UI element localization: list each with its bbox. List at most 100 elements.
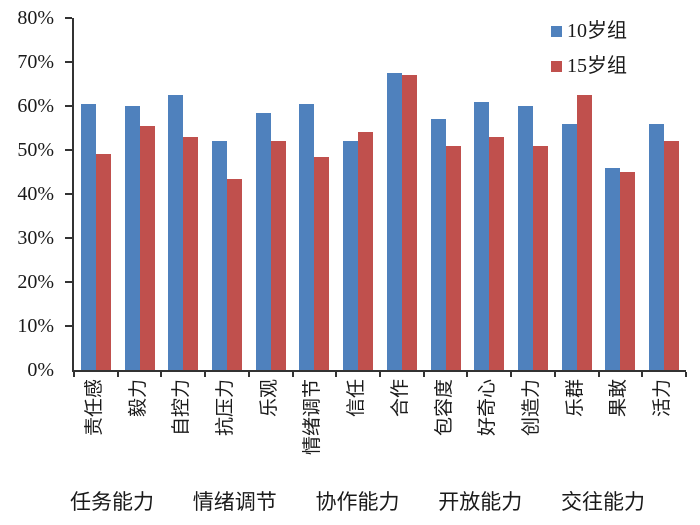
legend-swatch-10yo-icon [551,25,562,37]
category-axis-labels: 责任感 毅力 自控力 抗压力 乐观 情绪调节 信任 合作 包容度 好奇心 创造力 乐群 果敢 活力 [72,374,686,478]
bar-group [249,18,293,370]
legend: 10岁组 15岁组 [551,20,627,90]
bar-group [467,18,511,370]
y-axis-tick-label: 70% [17,51,54,73]
bar-series2 [445,145,461,370]
x-axis-tick [73,372,75,377]
bar-series1 [605,167,621,370]
category-label: 抗压力 [215,379,236,437]
y-axis-labels: 0% 10% 20% 30% 40% 50% 60% 70% 80% [0,0,62,400]
y-axis-tick [65,17,72,19]
bar-series1 [649,123,665,370]
bar-series1 [124,106,140,370]
bar-series1 [80,103,96,370]
group-label: 交往能力 [561,490,645,514]
category-label: 毅力 [127,379,149,418]
bar-group [74,18,118,370]
bar-series2 [358,132,374,370]
x-axis-tick [554,372,556,377]
bar-group [293,18,337,370]
y-axis-tick-label: 80% [17,7,54,29]
bars-layer [74,18,686,370]
bar-group [336,18,380,370]
bar-series1 [474,101,490,370]
group-label: 情绪调节 [192,490,277,514]
bar-series2 [139,125,155,370]
group-label: 开放能力 [438,490,523,514]
y-axis-tick-label: 20% [17,271,54,293]
y-axis-tick [65,281,72,283]
y-axis-tick [65,237,72,239]
bar-series1 [386,73,402,370]
bar-series1 [430,119,446,370]
x-axis-tick [248,372,250,377]
y-axis-tick-label: 30% [17,227,54,249]
x-axis-tick [335,372,337,377]
x-axis-tick [117,372,119,377]
x-axis-tick [160,372,162,377]
x-axis-tick [466,372,468,377]
category-label: 乐群 [564,379,586,418]
bar-series2 [533,145,549,370]
bar-series1 [518,106,534,370]
bar-group [205,18,249,370]
legend-item-10yo: 10岁组 [551,20,627,42]
x-axis-tick [423,372,425,377]
x-axis-tick [641,372,643,377]
bar-series2 [314,156,330,370]
bar-series2 [489,136,505,370]
bar-group [511,18,555,370]
legend-label-15yo: 15岁组 [567,55,627,77]
y-axis-tick-label: 40% [17,183,54,205]
category-label: 责任感 [83,379,105,437]
category-label: 好奇心 [477,379,499,437]
x-axis-tick [204,372,206,377]
legend-item-15yo: 15岁组 [551,55,627,77]
bar-group [642,18,686,370]
bar-series2 [401,75,417,370]
x-axis-tick [379,372,381,377]
category-label: 创造力 [521,379,542,437]
category-label: 自控力 [171,379,193,437]
y-axis-tick [65,61,72,63]
bar-series1 [299,103,315,370]
bar-series2 [270,141,286,370]
bar-series1 [168,95,184,370]
bar-group [380,18,424,370]
category-label: 合作 [389,379,411,418]
bar-series1 [343,141,359,370]
category-label: 信任 [346,379,368,418]
x-axis-tick [685,372,687,377]
group-label: 协作能力 [315,490,400,514]
category-label: 乐观 [258,379,280,418]
group-label: 任务能力 [70,490,154,514]
y-axis-tick-label: 60% [17,95,54,117]
bar-series1 [212,141,228,370]
bar-series1 [561,123,577,370]
category-label: 包容度 [433,379,455,437]
y-axis-tick [65,193,72,195]
bar-series2 [664,141,680,370]
bar-series2 [620,172,636,370]
bar-group [424,18,468,370]
y-axis-tick-label: 50% [17,139,54,161]
y-axis-tick [65,325,72,327]
bar-series1 [255,112,271,370]
bar-series2 [183,136,199,370]
bar-series2 [227,178,243,370]
y-axis-tick [65,149,72,151]
x-axis-tick [510,372,512,377]
x-axis-tick [292,372,294,377]
y-axis-tick [65,105,72,107]
legend-label-10yo: 10岁组 [567,20,627,42]
plot-area [65,17,687,377]
category-label: 活力 [652,379,674,418]
bar-group [161,18,205,370]
category-label: 情绪调节 [302,379,324,456]
bar-series2 [95,154,111,370]
y-axis-tick-label: 10% [17,315,54,337]
bar-group [555,18,599,370]
bar-group [599,18,643,370]
category-label: 果敢 [608,379,630,418]
